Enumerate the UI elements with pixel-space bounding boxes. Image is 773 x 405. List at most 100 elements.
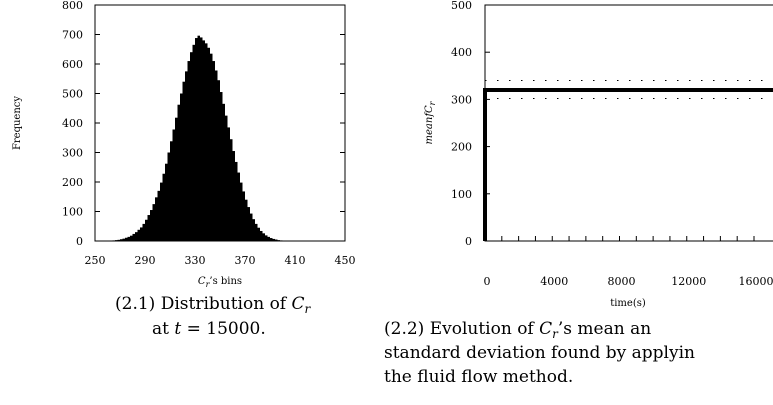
mean-evolution-chart: 0 100 200 300 400 500 0 4000 8000 12000 16000 mea… xyxy=(384,0,773,387)
histogram-bar xyxy=(235,161,238,241)
histogram-bar xyxy=(197,35,200,242)
histogram-bar xyxy=(190,52,193,242)
histogram-bar xyxy=(152,204,155,241)
histogram-x-tick-label: 250 xyxy=(85,254,106,267)
mean-x-tick-label: 8000 xyxy=(608,275,636,288)
histogram-bar xyxy=(250,213,253,241)
histogram-bar xyxy=(217,80,220,241)
mean-y-tick-label: 100 xyxy=(451,188,472,201)
histogram-bar xyxy=(255,223,258,241)
mean-x-tick-label: 16000 xyxy=(739,275,773,288)
histogram-y-tick-label: 700 xyxy=(62,29,83,42)
histogram-bar xyxy=(145,219,148,241)
histogram-bar xyxy=(202,40,205,242)
histogram-y-axis-label: Frequency xyxy=(12,96,23,150)
histogram-x-tick-label: 370 xyxy=(235,254,256,267)
histogram-bar xyxy=(257,227,260,241)
histogram-bar xyxy=(137,229,140,241)
mean-x-tick-label: 4000 xyxy=(540,275,568,288)
caption-2-1-line1: (2.1) Distribution of Cr xyxy=(115,294,312,316)
mean-x-ticks: 0 4000 8000 12000 16000 xyxy=(484,236,773,288)
mean-x-tick-label: 0 xyxy=(484,275,491,288)
histogram-bar xyxy=(252,219,255,241)
histogram-bar xyxy=(127,236,130,241)
histogram-x-tick-label: 410 xyxy=(285,254,306,267)
caption-2-2-line3: the fluid flow method. xyxy=(384,367,573,387)
histogram-bar xyxy=(117,239,120,241)
histogram-bar xyxy=(125,237,128,241)
histogram-bar xyxy=(165,163,168,241)
mean-y-ticks: 0 100 200 300 400 500 xyxy=(451,0,490,248)
mean-plot-frame xyxy=(484,4,773,242)
mean-x-tick-label: 12000 xyxy=(671,275,706,288)
histogram-bar xyxy=(232,151,235,241)
histogram-bar xyxy=(220,92,223,242)
histogram-bar xyxy=(142,223,145,241)
histogram-bar xyxy=(240,182,243,241)
caption-2-2-line1: (2.2) Evolution of Cr’s mean an xyxy=(384,319,651,341)
mean-y-tick-label: 0 xyxy=(465,235,472,248)
mean-x-axis-label: time(s) xyxy=(610,298,646,309)
histogram-bar xyxy=(225,115,228,241)
histogram-bar xyxy=(262,233,265,241)
histogram-bar xyxy=(207,47,210,242)
histogram-bar xyxy=(247,207,250,241)
histogram-chart: 0 100 200 300 400 500 600 700 800 250 290 330 370 41… xyxy=(12,0,356,339)
histogram-bar xyxy=(172,129,175,241)
histogram-y-tick-label: 500 xyxy=(62,88,83,101)
histogram-y-ticks: 0 100 200 300 400 500 600 700 800 xyxy=(62,0,345,248)
caption-2-2-line2: standard deviation found by applyin xyxy=(384,343,695,363)
histogram-x-tick-label: 330 xyxy=(185,254,206,267)
histogram-bar xyxy=(227,127,230,241)
histogram-bar xyxy=(272,238,275,241)
mean-y-tick-label: 500 xyxy=(451,0,472,12)
histogram-y-tick-label: 0 xyxy=(76,235,83,248)
histogram-bar xyxy=(195,38,198,241)
histogram-bar xyxy=(182,81,185,241)
histogram-bar xyxy=(212,61,215,241)
histogram-y-tick-label: 400 xyxy=(62,117,83,130)
mean-y-tick-label: 200 xyxy=(451,141,472,154)
histogram-bar xyxy=(115,240,118,241)
histogram-bar xyxy=(210,53,213,241)
histogram-bar xyxy=(275,239,278,241)
histogram-bar xyxy=(267,236,270,241)
histogram-bars xyxy=(110,35,285,242)
caption-2-1-line2: at t = 15000. xyxy=(152,319,266,339)
histogram-x-tick-label: 450 xyxy=(335,254,356,267)
mean-y-axis-label: meanfCr xyxy=(424,100,437,144)
mean-series-lines xyxy=(483,80,773,241)
histogram-bar xyxy=(215,70,218,242)
mean-y-tick-label: 300 xyxy=(451,93,472,106)
histogram-bar xyxy=(245,199,248,241)
histogram-bar xyxy=(160,182,163,241)
histogram-x-tick-label: 290 xyxy=(135,254,156,267)
histogram-bar xyxy=(185,71,188,241)
histogram-bar xyxy=(192,44,195,242)
histogram-bar xyxy=(177,104,180,242)
histogram-bar xyxy=(280,240,283,241)
histogram-bar xyxy=(260,230,263,241)
histogram-bar xyxy=(112,240,115,241)
histogram-bar xyxy=(265,235,268,241)
histogram-bar xyxy=(270,238,273,241)
histogram-bar xyxy=(187,61,190,241)
histogram-y-tick-label: 200 xyxy=(62,176,83,189)
histogram-bar xyxy=(180,93,183,241)
histogram-bar xyxy=(120,239,123,241)
histogram-bar xyxy=(122,238,125,241)
histogram-y-tick-label: 600 xyxy=(62,58,83,71)
histogram-bar xyxy=(230,139,233,241)
histogram-bar xyxy=(175,117,178,241)
histogram-x-axis-label: Cr’s bins xyxy=(198,276,242,289)
histogram-bar xyxy=(147,215,150,241)
histogram-bar xyxy=(237,172,240,241)
histogram-bar xyxy=(162,173,165,241)
histogram-x-ticks: 250 290 330 370 410 450 xyxy=(85,254,356,267)
histogram-bar xyxy=(150,210,153,241)
histogram-bar xyxy=(155,197,158,241)
histogram-bar xyxy=(157,190,160,241)
histogram-bar xyxy=(205,43,208,241)
mean-series-line xyxy=(483,87,773,241)
histogram-y-tick-label: 300 xyxy=(62,147,83,160)
